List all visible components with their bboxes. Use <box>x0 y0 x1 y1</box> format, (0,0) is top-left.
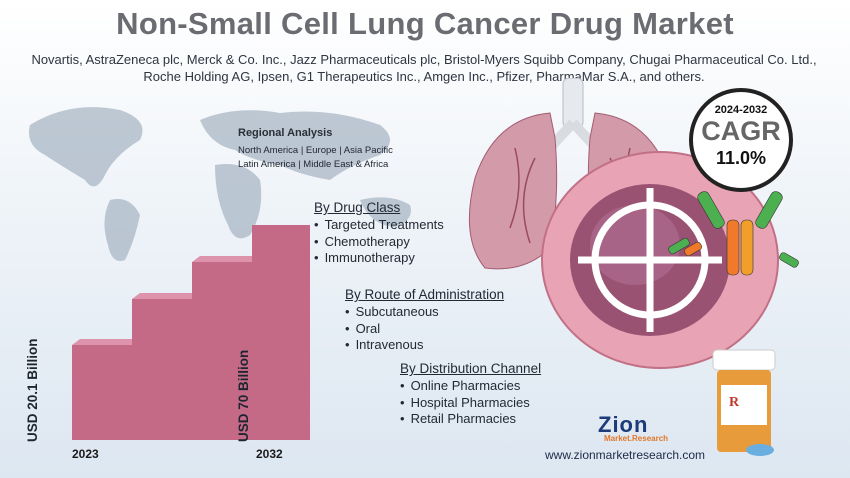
brand-logo-tagline: Market.Research <box>604 434 669 443</box>
route-item: Intravenous <box>345 337 504 354</box>
website-link[interactable]: www.zionmarketresearch.com <box>545 448 706 462</box>
antibody-illustration <box>668 191 799 276</box>
cancer-cell-illustration <box>541 151 779 369</box>
year-2032-label: 2032 <box>256 447 283 461</box>
bar-1 <box>72 339 142 440</box>
route-item: Oral <box>345 321 504 338</box>
world-map <box>29 107 411 261</box>
svg-text:R: R <box>729 395 740 410</box>
year-2023-label: 2023 <box>72 447 99 461</box>
distribution-heading: By Distribution Channel <box>400 361 542 376</box>
cagr-period: 2024-2032 <box>714 104 768 116</box>
drug-class-section: By Drug Class Targeted Treatments Chemot… <box>314 200 444 267</box>
drug-class-item: Chemotherapy <box>314 234 444 251</box>
regional-analysis: Regional Analysis North America | Europe… <box>238 127 393 170</box>
regional-line-2: Latin America | Middle East & Africa <box>238 159 389 170</box>
value-2023-label: USD 20.1 Billion <box>25 338 40 442</box>
drug-class-heading: By Drug Class <box>314 200 401 215</box>
distribution-item: Online Pharmacies <box>400 378 541 395</box>
cagr-badge: 2024-2032 CAGR 11.0% <box>689 88 793 192</box>
pill-bottle-illustration: R <box>712 349 776 456</box>
bar-4 <box>252 225 310 440</box>
distribution-item: Retail Pharmacies <box>400 411 541 428</box>
regional-heading: Regional Analysis <box>238 127 333 139</box>
value-2032-label: USD 70 Billion <box>236 349 251 442</box>
brand-logo: Zion <box>598 412 649 437</box>
route-section: By Route of Administration Subcutaneous … <box>345 287 504 354</box>
route-item: Subcutaneous <box>345 304 504 321</box>
cagr-value: 11.0% <box>715 148 767 168</box>
bar-2 <box>132 293 202 440</box>
bar-3 <box>192 256 262 440</box>
regional-line-1: North America | Europe | Asia Pacific <box>238 145 393 156</box>
distribution-item: Hospital Pharmacies <box>400 395 541 412</box>
route-heading: By Route of Administration <box>345 287 505 302</box>
distribution-section: By Distribution Channel Online Pharmacie… <box>400 361 541 428</box>
drug-class-item: Targeted Treatments <box>314 217 444 234</box>
drug-class-item: Immunotherapy <box>314 250 444 267</box>
page-title: Non-Small Cell Lung Cancer Drug Market <box>116 6 734 41</box>
cagr-label: CAGR <box>701 116 781 146</box>
company-list: Novartis, AstraZeneca plc, Merck & Co. I… <box>31 52 817 84</box>
growth-bars <box>72 225 310 440</box>
